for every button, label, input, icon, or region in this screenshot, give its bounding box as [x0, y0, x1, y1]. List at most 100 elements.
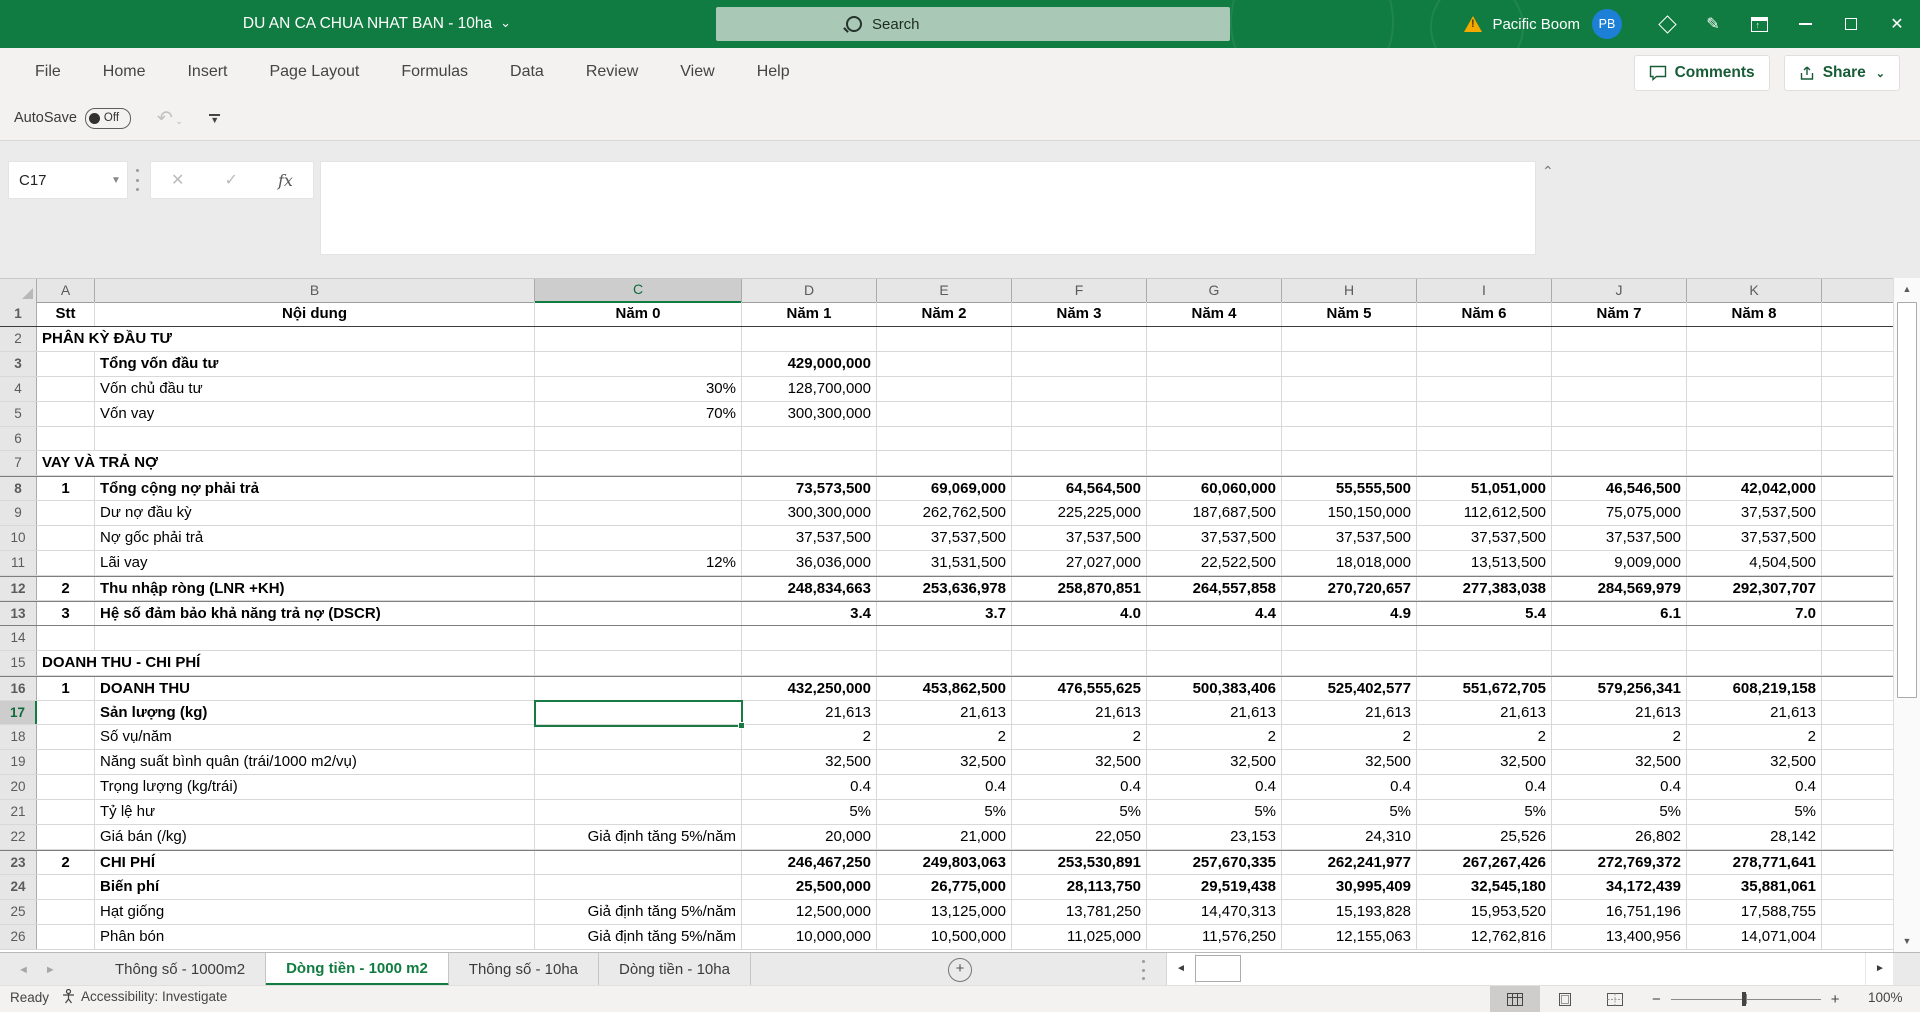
cell-I24[interactable]: 32,545,180: [1417, 874, 1552, 899]
autosave-toggle[interactable]: Off: [84, 107, 131, 129]
cell-J3[interactable]: [1552, 351, 1687, 376]
cell-B12[interactable]: Thu nhập ròng (LNR +KH): [95, 576, 535, 600]
cell-sliver-14[interactable]: [1822, 626, 1893, 650]
cell-I20[interactable]: 0.4: [1417, 775, 1552, 800]
cell-F11[interactable]: 27,027,000: [1012, 551, 1147, 575]
warning-icon[interactable]: [1464, 16, 1483, 32]
cell-H24[interactable]: 30,995,409: [1282, 874, 1417, 899]
cell-A17[interactable]: [37, 700, 95, 725]
column-header-D[interactable]: D: [742, 279, 877, 303]
cell-E25[interactable]: 13,125,000: [877, 899, 1012, 924]
undo-dropdown-icon[interactable]: ⌄: [174, 115, 184, 127]
premium-diamond-icon[interactable]: [1644, 0, 1690, 48]
cell-E7[interactable]: [877, 451, 1012, 476]
ribbon-tab-insert[interactable]: Insert: [187, 63, 228, 80]
cell-G2[interactable]: [1147, 326, 1282, 351]
cell-K18[interactable]: 2: [1687, 725, 1822, 750]
zoom-slider[interactable]: [1670, 986, 1821, 1012]
cell-sliver-21[interactable]: [1822, 800, 1893, 824]
chevron-down-icon[interactable]: ▼: [111, 174, 121, 186]
cell-I18[interactable]: 2: [1417, 725, 1552, 750]
cell-A18[interactable]: [37, 725, 95, 750]
cell-K6[interactable]: [1687, 426, 1822, 451]
cell-F12[interactable]: 258,870,851: [1012, 576, 1147, 600]
cell-K25[interactable]: 17,588,755: [1687, 899, 1822, 924]
zoom-level[interactable]: 100%: [1868, 990, 1903, 1005]
cell-J17[interactable]: 21,613: [1552, 700, 1687, 725]
column-header-B[interactable]: B: [95, 279, 535, 303]
cell-G6[interactable]: [1147, 426, 1282, 451]
vertical-scrollbar-thumb[interactable]: [1897, 302, 1917, 698]
cell-F25[interactable]: 13,781,250: [1012, 899, 1147, 924]
cell-I23[interactable]: 267,267,426: [1417, 850, 1552, 874]
cell-I22[interactable]: 25,526: [1417, 825, 1552, 849]
cell-H2[interactable]: [1282, 326, 1417, 351]
column-header-I[interactable]: I: [1417, 279, 1552, 303]
cell-A25[interactable]: [37, 899, 95, 924]
cell-I9[interactable]: 112,612,500: [1417, 501, 1552, 526]
cell-K20[interactable]: 0.4: [1687, 775, 1822, 800]
cell-B13[interactable]: Hệ số đảm bảo khả năng trả nợ (DSCR): [95, 601, 535, 625]
cell-H17[interactable]: 21,613: [1282, 700, 1417, 725]
cell-J2[interactable]: [1552, 326, 1687, 351]
row-header-1[interactable]: 1: [0, 302, 37, 326]
cell-H14[interactable]: [1282, 625, 1417, 650]
cell-D7[interactable]: [742, 451, 877, 476]
cell-H16[interactable]: 525,402,577: [1282, 676, 1417, 700]
cell-sliver-1[interactable]: [1822, 302, 1893, 326]
cell-C14[interactable]: [535, 625, 742, 650]
cell-E11[interactable]: 31,531,500: [877, 551, 1012, 575]
cell-I26[interactable]: 12,762,816: [1417, 924, 1552, 949]
cell-B5[interactable]: Vốn vay: [95, 401, 535, 426]
cell-J13[interactable]: 6.1: [1552, 601, 1687, 625]
zoom-in-button[interactable]: +: [1830, 990, 1840, 1008]
cell-I6[interactable]: [1417, 426, 1552, 451]
cell-C26[interactable]: Giả định tăng 5%/năm: [535, 924, 742, 949]
name-box[interactable]: C17 ▼: [8, 161, 128, 199]
cell-J16[interactable]: 579,256,341: [1552, 676, 1687, 700]
cell-F7[interactable]: [1012, 451, 1147, 476]
cell-I10[interactable]: 37,537,500: [1417, 526, 1552, 551]
customize-qat-icon[interactable]: ▼: [209, 113, 221, 125]
cell-A8[interactable]: 1: [37, 477, 95, 501]
row-header-20[interactable]: 20: [0, 775, 37, 800]
cell-F9[interactable]: 225,225,000: [1012, 501, 1147, 526]
cell-C2[interactable]: [535, 326, 742, 351]
cell-K16[interactable]: 608,219,158: [1687, 676, 1822, 700]
cell-I4[interactable]: [1417, 376, 1552, 401]
sheet-tab-th-ng-s-10ha[interactable]: Thông số - 10ha: [449, 953, 600, 986]
cell-B1[interactable]: Nội dung: [95, 302, 535, 326]
cell-sliver-3[interactable]: [1822, 352, 1893, 376]
cell-J15[interactable]: [1552, 650, 1687, 675]
tab-scroll-handle[interactable]: [1142, 960, 1146, 980]
row-header-4[interactable]: 4: [0, 376, 37, 401]
cell-K26[interactable]: 14,071,004: [1687, 924, 1822, 949]
cell-K3[interactable]: [1687, 351, 1822, 376]
cell-sliver-13[interactable]: [1822, 602, 1893, 625]
cell-E20[interactable]: 0.4: [877, 775, 1012, 800]
cell-K7[interactable]: [1687, 451, 1822, 476]
cell-A14[interactable]: [37, 625, 95, 650]
cell-sliver-8[interactable]: [1822, 477, 1893, 500]
cell-I2[interactable]: [1417, 326, 1552, 351]
cell-C23[interactable]: [535, 850, 742, 874]
cell-E14[interactable]: [877, 625, 1012, 650]
cell-D26[interactable]: 10,000,000: [742, 924, 877, 949]
cell-D1[interactable]: Năm 1: [742, 302, 877, 326]
cell-I5[interactable]: [1417, 401, 1552, 426]
scroll-right-icon[interactable]: ►: [1865, 953, 1894, 985]
cell-K14[interactable]: [1687, 625, 1822, 650]
cell-D8[interactable]: 73,573,500: [742, 477, 877, 501]
cell-J6[interactable]: [1552, 426, 1687, 451]
cell-G15[interactable]: [1147, 650, 1282, 675]
cell-B4[interactable]: Vốn chủ đầu tư: [95, 376, 535, 401]
row-header-5[interactable]: 5: [0, 401, 37, 426]
cell-K17[interactable]: 21,613: [1687, 700, 1822, 725]
cell-I17[interactable]: 21,613: [1417, 700, 1552, 725]
cell-sliver-5[interactable]: [1822, 402, 1893, 426]
cell-E3[interactable]: [877, 351, 1012, 376]
cell-C4[interactable]: 30%: [535, 376, 742, 401]
cell-F3[interactable]: [1012, 351, 1147, 376]
row-header-10[interactable]: 10: [0, 526, 37, 551]
cell-B9[interactable]: Dư nợ đầu kỳ: [95, 501, 535, 526]
